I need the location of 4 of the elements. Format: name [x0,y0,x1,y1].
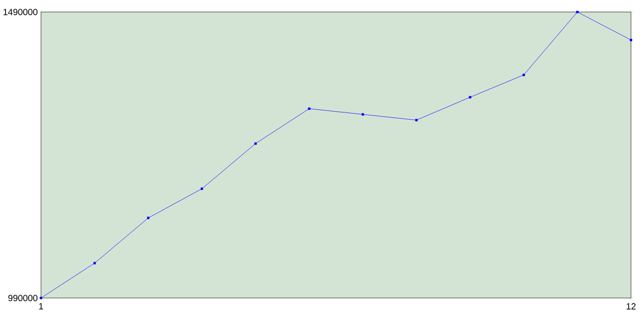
y-tick-label: 990000 [8,294,38,302]
x-tick-label: 12 [626,303,636,310]
x-tick-label: 1 [39,303,44,310]
y-tick-label: 1490000 [4,8,38,16]
